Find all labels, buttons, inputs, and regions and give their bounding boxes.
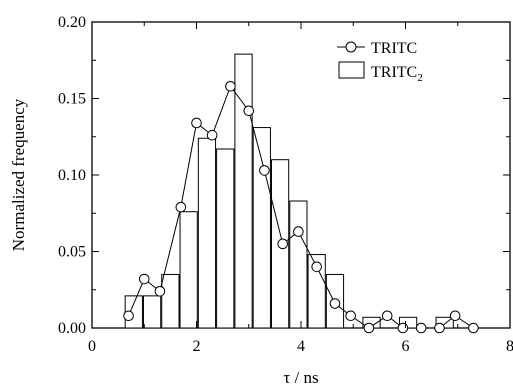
data-point — [243, 105, 255, 117]
legend-circle-marker — [345, 41, 357, 53]
data-point — [345, 310, 356, 322]
y-tick-label: 0.20 — [58, 14, 86, 31]
legend-bar-swatch — [338, 61, 365, 79]
y-tick-label: 0.15 — [58, 91, 86, 108]
y-axis-label: Normalized frequency — [9, 98, 28, 251]
data-point — [449, 310, 461, 322]
y-tick-label: 0.00 — [58, 320, 86, 337]
bar — [142, 295, 162, 329]
data-point — [293, 226, 304, 237]
data-point — [225, 80, 236, 92]
x-tick-label: 6 — [402, 338, 410, 355]
legend-label-tritc2-subscript: 2 — [417, 72, 423, 84]
bar — [234, 53, 253, 329]
bar — [252, 127, 271, 329]
tick-labels-layer: 0 2 4 6 8 0.00 0.05 0.10 0.15 0.20 — [58, 14, 513, 355]
data-point — [123, 310, 134, 322]
x-tick-label: 4 — [297, 338, 305, 355]
line-layer — [123, 80, 479, 334]
bar — [197, 137, 217, 329]
x-tick-label: 0 — [88, 338, 96, 355]
data-point — [206, 129, 218, 141]
x-tick-label: 8 — [506, 338, 513, 355]
data-point — [138, 273, 150, 285]
x-axis-label: τ / ns — [283, 368, 318, 387]
bar — [179, 211, 198, 329]
legend-label-tritc2: TRITC2 — [371, 64, 423, 84]
bar — [289, 200, 308, 329]
x-tick-label: 2 — [193, 338, 201, 355]
bar — [307, 254, 326, 329]
bar — [216, 148, 235, 329]
data-point — [468, 322, 479, 334]
bar — [161, 273, 180, 329]
y-tick-label: 0.10 — [58, 167, 86, 184]
data-point — [259, 165, 270, 176]
legend-label-tritc2-base: TRITC — [371, 64, 417, 81]
ticks-layer — [91, 21, 511, 329]
data-point — [381, 310, 393, 322]
data-point — [277, 238, 289, 250]
data-point — [363, 322, 375, 334]
data-point — [191, 117, 202, 129]
data-point — [175, 201, 187, 213]
data-point — [434, 322, 445, 334]
legend: TRITC TRITC2 — [337, 40, 423, 84]
y-tick-label: 0.05 — [58, 244, 86, 261]
data-point — [154, 285, 166, 297]
legend-label-tritc: TRITC — [371, 40, 417, 57]
data-point — [311, 261, 322, 273]
data-point — [397, 322, 409, 334]
data-point — [329, 298, 341, 309]
data-point — [415, 322, 427, 334]
